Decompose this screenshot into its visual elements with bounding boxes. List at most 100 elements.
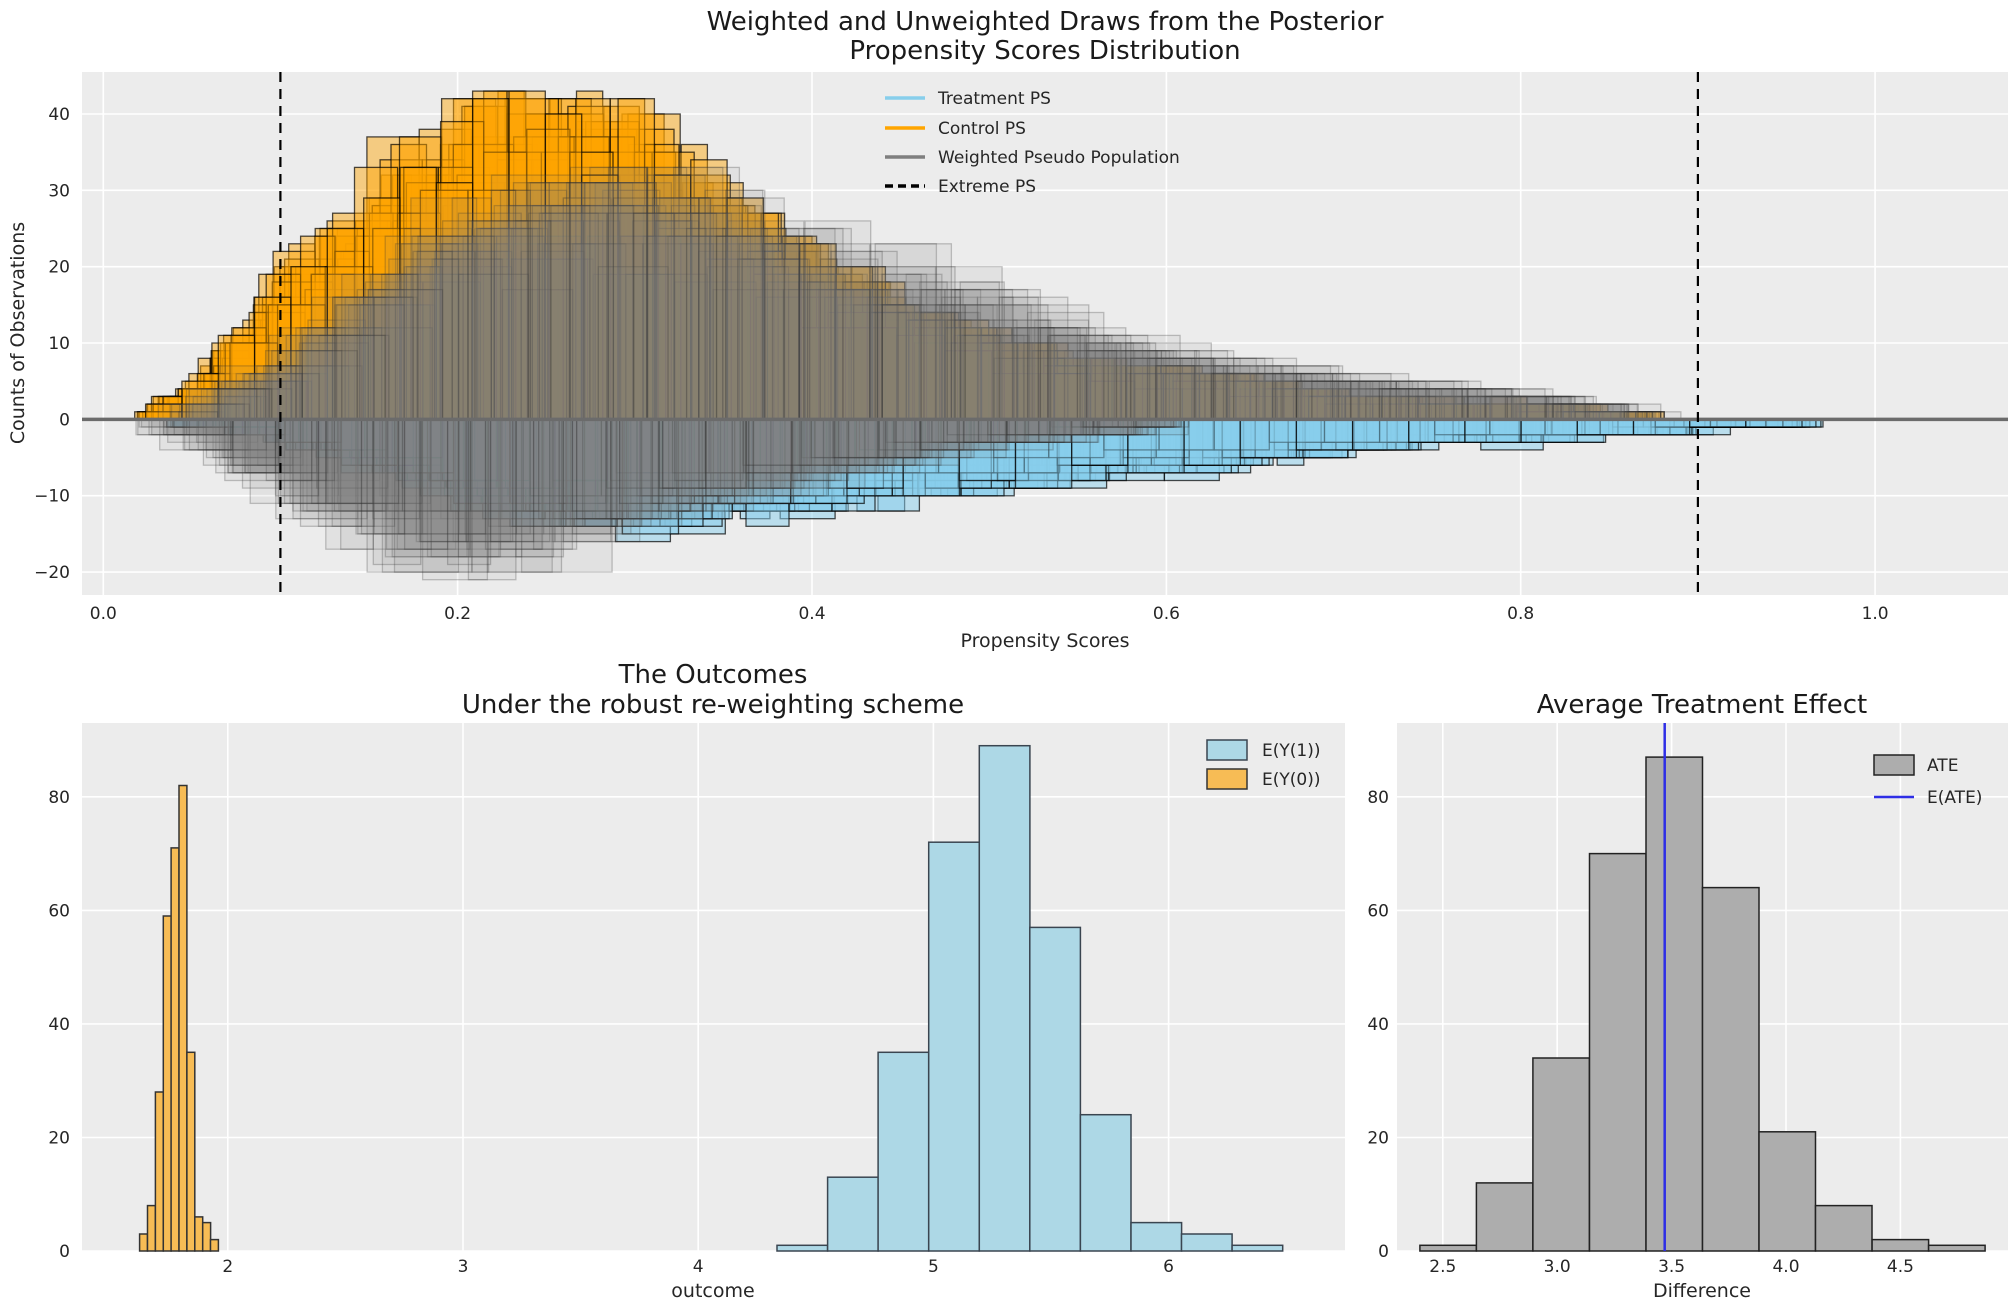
histogram-draw-bar bbox=[1225, 380, 1280, 421]
x-tick-label: 4 bbox=[693, 1257, 704, 1277]
histogram-draw-bar bbox=[218, 365, 303, 420]
x-tick-label: 1.0 bbox=[1862, 604, 1889, 624]
histogram-draw-bar bbox=[386, 220, 432, 421]
y-tick-label: −20 bbox=[34, 563, 70, 583]
y-tick-label: 0 bbox=[59, 410, 70, 430]
histogram-draw-bar bbox=[795, 311, 842, 421]
histogram-draw-bar bbox=[705, 418, 750, 497]
histogram-draw-bar bbox=[633, 212, 718, 420]
y-tick-label: 20 bbox=[1367, 1129, 1389, 1149]
x-tick-label: 2.5 bbox=[1429, 1257, 1456, 1277]
histogram-draw-bar bbox=[489, 418, 535, 543]
x-tick-label: 3.5 bbox=[1658, 1257, 1685, 1277]
histogram-draw-bar bbox=[834, 418, 879, 466]
histogram-draw-bar bbox=[463, 105, 508, 421]
outcome-histogram-bar bbox=[1180, 1233, 1233, 1252]
histogram-draw-bar bbox=[579, 159, 623, 421]
x-tick-label: 0.2 bbox=[444, 604, 471, 624]
y-tick-label: 40 bbox=[48, 105, 70, 125]
y-tick-label: 40 bbox=[1367, 1015, 1389, 1035]
ate-legend-label: ATE bbox=[1927, 756, 1958, 776]
histogram-draw-bar bbox=[901, 342, 960, 421]
histogram-draw-bar bbox=[301, 334, 386, 421]
outcome-histogram-bar bbox=[154, 1091, 165, 1252]
histogram-draw-bar bbox=[662, 418, 707, 489]
y-tick-label: 60 bbox=[48, 901, 70, 921]
outcome-histogram-bar bbox=[162, 915, 172, 1252]
outcome-histogram-bar bbox=[186, 1051, 196, 1252]
histogram-draw-bar bbox=[560, 151, 619, 421]
histogram-draw-bar bbox=[748, 418, 793, 489]
histogram-draw-bar bbox=[1020, 350, 1049, 421]
histogram-draw-bar bbox=[1278, 388, 1333, 421]
histogram-draw-bar bbox=[663, 197, 709, 421]
histogram-draw-bar bbox=[333, 258, 396, 421]
histogram-draw-bar bbox=[617, 212, 676, 420]
ate-histogram-bar bbox=[1475, 1182, 1534, 1252]
histogram-draw-bar bbox=[1461, 388, 1546, 421]
extreme-ps-legend-label: Extreme PS bbox=[938, 177, 1036, 197]
histogram-draw-bar bbox=[1000, 350, 1044, 421]
y-tick-label: 0 bbox=[59, 1242, 70, 1262]
weighted-pseudo-population-legend-label: Weighted Pseudo Population bbox=[938, 148, 1180, 168]
histogram-draw-bar bbox=[550, 204, 635, 421]
histogram-draw-bar bbox=[265, 311, 312, 421]
top-title-line1: Weighted and Unweighted Draws from the P… bbox=[707, 7, 1384, 37]
histogram-draw-bar bbox=[410, 182, 455, 421]
histogram-draw-bar bbox=[575, 128, 638, 421]
histogram-draw-bar bbox=[1012, 365, 1057, 420]
histogram-draw-bar bbox=[1242, 388, 1301, 421]
histogram-draw-bar bbox=[992, 350, 1047, 421]
histogram-draw-bar bbox=[958, 350, 1013, 421]
y-tick-label: 60 bbox=[1367, 901, 1389, 921]
outcome-histogram-bar bbox=[178, 784, 188, 1252]
histogram-draw-bar bbox=[1213, 357, 1298, 421]
y-tick-label: 0 bbox=[1378, 1242, 1389, 1262]
histogram-draw-bar bbox=[1464, 418, 1522, 443]
ate-title: Average Treatment Effect bbox=[1537, 690, 1867, 720]
histogram-draw-bar bbox=[1378, 388, 1463, 421]
top-xlabel: Propensity Scores bbox=[961, 630, 1130, 652]
histogram-draw-bar bbox=[865, 342, 911, 421]
histogram-draw-bar bbox=[403, 418, 449, 550]
x-tick-label: 3 bbox=[458, 1257, 469, 1277]
histogram-draw-bar bbox=[952, 342, 1002, 421]
histogram-draw-bar bbox=[664, 243, 714, 421]
x-tick-label: 3.0 bbox=[1544, 1257, 1571, 1277]
x-tick-label: 4.5 bbox=[1887, 1257, 1914, 1277]
histogram-draw-bar bbox=[1088, 365, 1132, 420]
histogram-draw-bar bbox=[1183, 418, 1241, 466]
ate-histogram-bar bbox=[1927, 1244, 1986, 1252]
y-tick-label: 80 bbox=[48, 788, 70, 808]
histogram-draw-bar bbox=[715, 235, 801, 421]
histogram-draw-bar bbox=[920, 418, 965, 451]
outcomes-xlabel: outcome bbox=[671, 1280, 754, 1302]
outcomes-title-line2: Under the robust re-weighting scheme bbox=[462, 690, 964, 720]
histogram-draw-bar bbox=[1049, 418, 1094, 436]
outcome-histogram-bar bbox=[1029, 926, 1082, 1252]
histogram-draw-bar bbox=[619, 418, 664, 505]
histogram-draw-bar bbox=[317, 418, 363, 527]
histogram-draw-bar bbox=[1130, 357, 1215, 421]
histogram-draw-bar bbox=[851, 288, 889, 421]
histogram-draw-bar bbox=[815, 266, 853, 421]
histogram-draw-bar bbox=[673, 174, 731, 421]
histogram-draw-bar bbox=[904, 334, 948, 421]
histogram-draw-bar bbox=[678, 220, 709, 421]
y-tick-label: 30 bbox=[48, 181, 70, 201]
histogram-draw-bar bbox=[1544, 403, 1629, 421]
y-tick-label: 20 bbox=[48, 1129, 70, 1149]
outcome-histogram-bar bbox=[1231, 1244, 1284, 1252]
outcome-histogram-bar bbox=[978, 744, 1031, 1252]
histogram-draw-bar bbox=[1092, 418, 1137, 436]
histogram-draw-bar bbox=[1408, 418, 1466, 443]
histogram-draw-bar bbox=[454, 174, 517, 421]
ate-histogram-bar bbox=[1814, 1204, 1873, 1252]
y-tick-label: 20 bbox=[48, 258, 70, 278]
top-gridlines bbox=[82, 72, 2008, 595]
histogram-draw-bar bbox=[1576, 418, 1635, 436]
histogram-draw-bar bbox=[801, 273, 846, 421]
outcome-histogram-bar bbox=[1130, 1221, 1183, 1252]
top-title-line2: Propensity Scores Distribution bbox=[849, 36, 1240, 66]
